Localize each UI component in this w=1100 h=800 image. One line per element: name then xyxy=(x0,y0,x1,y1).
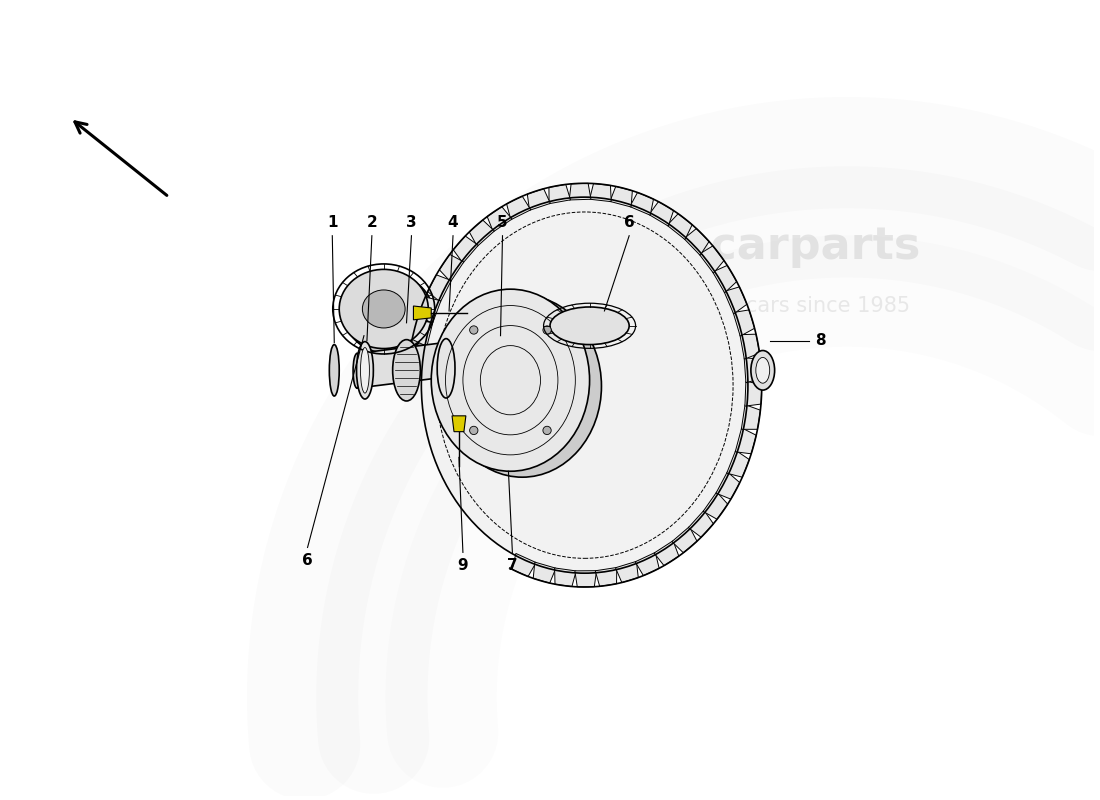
Polygon shape xyxy=(616,562,638,582)
Polygon shape xyxy=(527,189,550,210)
Polygon shape xyxy=(740,334,759,359)
Text: 5: 5 xyxy=(497,214,508,230)
Polygon shape xyxy=(452,416,466,432)
Text: 3: 3 xyxy=(406,214,417,230)
Polygon shape xyxy=(724,287,747,314)
Polygon shape xyxy=(716,472,740,499)
Polygon shape xyxy=(575,570,596,587)
Ellipse shape xyxy=(751,350,774,390)
Polygon shape xyxy=(684,229,710,255)
Ellipse shape xyxy=(339,270,428,349)
Polygon shape xyxy=(534,562,556,583)
Text: 2: 2 xyxy=(366,214,377,230)
Polygon shape xyxy=(590,183,612,202)
Polygon shape xyxy=(414,306,431,320)
Ellipse shape xyxy=(329,345,339,396)
Polygon shape xyxy=(487,206,512,232)
Polygon shape xyxy=(419,297,441,324)
Polygon shape xyxy=(412,321,432,346)
Ellipse shape xyxy=(437,338,455,398)
Ellipse shape xyxy=(344,274,433,354)
Ellipse shape xyxy=(431,289,590,471)
Circle shape xyxy=(543,326,551,334)
Polygon shape xyxy=(453,236,478,263)
Polygon shape xyxy=(428,275,451,302)
Text: 6: 6 xyxy=(302,554,312,568)
Circle shape xyxy=(470,326,477,334)
Text: 9: 9 xyxy=(458,558,469,574)
Polygon shape xyxy=(745,358,761,382)
Text: a passion for cars since 1985: a passion for cars since 1985 xyxy=(605,296,911,316)
Ellipse shape xyxy=(421,197,748,573)
Polygon shape xyxy=(672,526,697,553)
Polygon shape xyxy=(470,220,494,246)
Polygon shape xyxy=(358,329,554,388)
Circle shape xyxy=(470,426,477,434)
Polygon shape xyxy=(408,345,427,370)
Ellipse shape xyxy=(362,290,405,328)
Ellipse shape xyxy=(443,295,602,477)
Text: 8: 8 xyxy=(815,333,826,348)
Polygon shape xyxy=(630,193,653,215)
Text: eurocarparts: eurocarparts xyxy=(595,225,920,268)
Text: 7: 7 xyxy=(507,558,518,574)
Polygon shape xyxy=(733,310,755,336)
Polygon shape xyxy=(727,450,749,478)
Ellipse shape xyxy=(550,307,629,345)
Polygon shape xyxy=(507,196,530,220)
Polygon shape xyxy=(554,568,576,586)
Polygon shape xyxy=(654,541,679,566)
Ellipse shape xyxy=(393,340,420,401)
Circle shape xyxy=(543,426,551,434)
Polygon shape xyxy=(595,567,617,586)
Polygon shape xyxy=(635,552,659,576)
Text: 6: 6 xyxy=(624,214,635,230)
Polygon shape xyxy=(668,214,692,239)
Polygon shape xyxy=(741,405,760,430)
Ellipse shape xyxy=(756,358,770,383)
Ellipse shape xyxy=(353,354,361,388)
Polygon shape xyxy=(703,492,728,519)
Polygon shape xyxy=(439,254,464,282)
Polygon shape xyxy=(609,186,632,207)
Text: 1: 1 xyxy=(327,214,338,230)
Polygon shape xyxy=(689,510,714,538)
Polygon shape xyxy=(735,428,756,454)
Ellipse shape xyxy=(356,342,373,399)
Polygon shape xyxy=(569,183,591,200)
Polygon shape xyxy=(549,185,571,204)
Polygon shape xyxy=(513,554,536,577)
Polygon shape xyxy=(700,246,724,273)
Text: 4: 4 xyxy=(448,214,459,230)
Polygon shape xyxy=(745,381,762,406)
Polygon shape xyxy=(649,202,673,226)
Ellipse shape xyxy=(361,347,370,393)
Polygon shape xyxy=(713,266,737,293)
